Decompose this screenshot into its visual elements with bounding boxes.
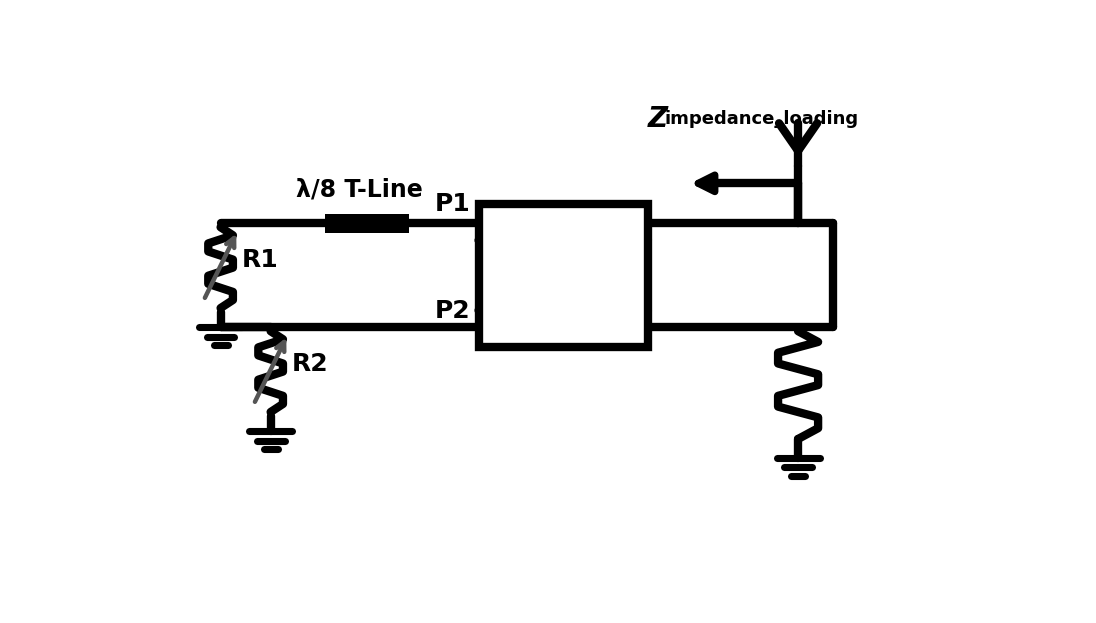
Bar [324, 214, 409, 232]
Text: R1: R1 [242, 248, 278, 272]
Bar [479, 204, 648, 346]
Text: P1: P1 [435, 192, 471, 216]
Text: λ/8 T-Line: λ/8 T-Line [296, 178, 423, 202]
Text: impedance_loading: impedance_loading [665, 110, 859, 128]
Text: R2: R2 [293, 352, 329, 376]
Text: Z: Z [648, 105, 669, 133]
Text: P2: P2 [435, 300, 471, 323]
